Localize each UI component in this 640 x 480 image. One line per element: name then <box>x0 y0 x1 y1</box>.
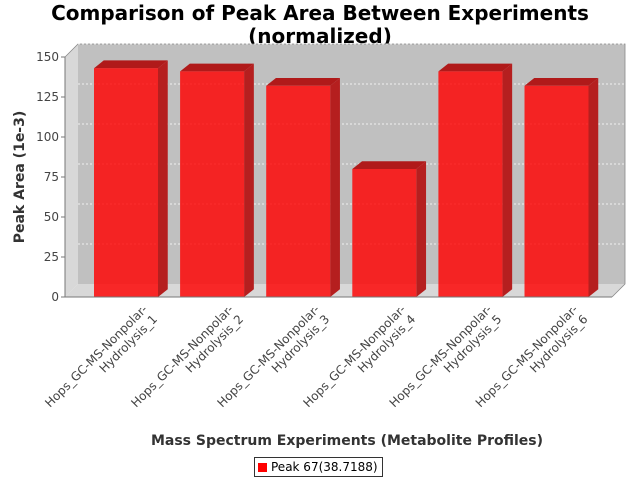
bar-side <box>158 60 168 298</box>
legend: Peak 67(38.7188) <box>254 457 383 477</box>
bar[interactable] <box>524 78 599 297</box>
y-axis-label: Peak Area (1e-3) <box>12 111 28 244</box>
bar-front <box>266 85 331 297</box>
bar-top <box>352 161 427 169</box>
bar-side <box>330 78 340 297</box>
y-tick-labels: 0 25 50 75 100 125 150 <box>36 50 59 304</box>
grid-lines <box>78 43 625 245</box>
bar-side <box>502 63 513 297</box>
bar[interactable] <box>352 161 427 297</box>
axes <box>61 56 612 298</box>
legend-swatch <box>258 462 267 472</box>
chart-title-line-2: (normalized) <box>248 24 392 48</box>
bar[interactable] <box>94 60 168 298</box>
bar[interactable] <box>266 78 340 297</box>
bar-front <box>352 169 417 297</box>
legend-label: Peak 67(38.7188) <box>271 460 378 474</box>
y-tick-label: 125 <box>36 90 59 104</box>
bar-top <box>94 60 168 69</box>
y-tick-label: 25 <box>44 250 59 264</box>
bars <box>94 60 599 298</box>
y-tick-label: 150 <box>36 50 59 64</box>
bar-top <box>266 78 340 86</box>
y-tick-label: 75 <box>44 170 59 184</box>
bar-front <box>180 71 245 298</box>
bar-top <box>524 78 599 86</box>
bar-front <box>94 68 158 297</box>
x-tick-labels: Hops_GC-MS-Nonpolar-Hydrolysis_1Hops_GC-… <box>42 302 590 410</box>
bar-front <box>438 71 503 298</box>
chart-title-line-1: Comparison of Peak Area Between Experime… <box>51 1 589 25</box>
y-tick-label: 100 <box>36 130 59 144</box>
chart-title: Comparison of Peak Area Between Experime… <box>0 2 640 48</box>
bar[interactable] <box>180 63 254 298</box>
bar[interactable] <box>438 63 513 298</box>
bar-front <box>524 85 589 297</box>
x-axis-label: Mass Spectrum Experiments (Metabolite Pr… <box>151 433 543 449</box>
y-tick-label: 0 <box>51 290 59 304</box>
bar-side <box>244 63 254 297</box>
bar-side <box>416 161 427 297</box>
bar-top <box>438 63 513 72</box>
bar-top <box>180 63 254 72</box>
y-tick-label: 50 <box>44 210 59 224</box>
bar-side <box>588 78 599 297</box>
